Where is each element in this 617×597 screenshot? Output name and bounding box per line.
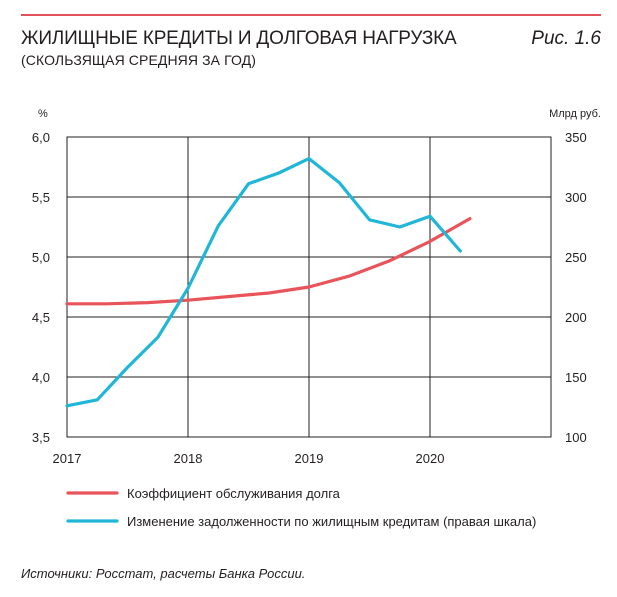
top-rule: [21, 14, 601, 16]
left-tick-label: 4,0: [32, 370, 50, 385]
right-tick-label: 150: [565, 370, 587, 385]
chart-subtitle: (СКОЛЬЗЯЩАЯ СРЕДНЯЯ ЗА ГОД): [21, 52, 256, 68]
series-line-debt-service-ratio: [65, 217, 472, 306]
series-line-mortgage-debt-change: [65, 157, 462, 408]
x-axis-ticks: 2017 2018 2019 2020: [53, 451, 445, 466]
right-tick-label: 100: [565, 430, 587, 445]
x-tick-label: 2019: [295, 451, 324, 466]
left-tick-label: 3,5: [32, 430, 50, 445]
figure-label: Рис. 1.6: [531, 28, 601, 49]
legend-label: Коэффициент обслуживания долга: [127, 486, 341, 501]
right-axis-unit: Млрд руб.: [549, 108, 601, 120]
left-axis-unit: %: [38, 108, 48, 120]
x-tick-label: 2017: [53, 451, 82, 466]
chart-title: ЖИЛИЩНЫЕ КРЕДИТЫ И ДОЛГОВАЯ НАГРУЗКА: [21, 28, 457, 49]
right-tick-label: 300: [565, 190, 587, 205]
right-axis-ticks: 350 300 250 200 150 100: [565, 130, 587, 445]
x-tick-label: 2018: [174, 451, 203, 466]
x-tick-label: 2020: [416, 451, 445, 466]
left-tick-label: 5,0: [32, 250, 50, 265]
left-tick-label: 6,0: [32, 130, 50, 145]
left-tick-label: 4,5: [32, 310, 50, 325]
plot-frame: [66, 136, 552, 438]
right-tick-label: 200: [565, 310, 587, 325]
legend: Коэффициент обслуживания долга Изменение …: [66, 486, 536, 529]
legend-label: Изменение задолженности по жилищным кред…: [127, 514, 536, 529]
right-tick-label: 350: [565, 130, 587, 145]
right-tick-label: 250: [565, 250, 587, 265]
left-axis-ticks: 6,0 5,5 5,0 4,5 4,0 3,5: [32, 130, 50, 445]
source-note: Источники: Росстат, расчеты Банка России…: [21, 566, 306, 581]
left-tick-label: 5,5: [32, 190, 50, 205]
series-layer: [65, 157, 472, 408]
